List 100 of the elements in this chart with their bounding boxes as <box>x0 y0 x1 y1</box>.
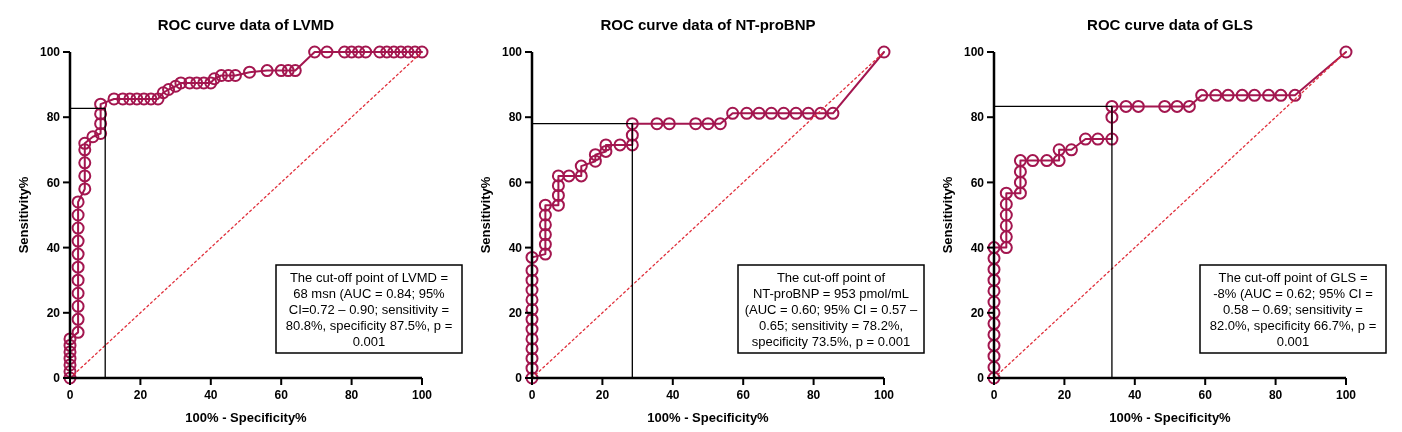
point <box>1013 175 1027 189</box>
point <box>525 361 539 375</box>
point <box>525 273 539 287</box>
point <box>525 283 539 297</box>
point <box>1339 45 1353 59</box>
point <box>1288 88 1302 102</box>
point <box>1079 132 1093 146</box>
point <box>1182 99 1196 113</box>
y-tick-label: 20 <box>508 306 523 320</box>
point <box>987 251 1001 265</box>
point <box>613 138 627 152</box>
point <box>525 351 539 365</box>
x-tick-label: 20 <box>133 388 148 402</box>
x-tick-label: 20 <box>595 388 610 402</box>
point <box>1131 99 1145 113</box>
point <box>999 219 1013 233</box>
y-axis-title: Sensitivity% <box>478 176 493 254</box>
y-tick-label: 0 <box>515 371 523 386</box>
point <box>1052 154 1066 168</box>
y-tick-label: 20 <box>46 306 61 320</box>
x-tick-label: 100 <box>1335 388 1357 402</box>
y-tick-label: 100 <box>963 45 985 60</box>
point <box>525 332 539 346</box>
point <box>987 295 1001 309</box>
y-axis-title: Sensitivity% <box>940 176 955 254</box>
point <box>801 106 815 120</box>
x-axis-title: 100% - Specificity% <box>647 410 770 425</box>
y-tick-label: 60 <box>46 175 61 190</box>
point <box>538 228 552 242</box>
point <box>987 360 1001 374</box>
point <box>999 208 1013 222</box>
annotation: The cut-off point of NT-proBNP = 953 pmol/mL (AUC = 0.60; 95% CI = 0.57 – 0.65; sensitivity = 78.2%, specificity 73.5%, p = 0.001 <box>744 270 919 349</box>
point <box>588 148 602 162</box>
point <box>551 198 565 212</box>
annotation: The cut-off point of LVMD = 68 msn (AUC = 0.84; 95% CI=0.72 – 0.90; sensitivity = 80.8%, specificity 87.5%, p = 0.001 <box>285 270 453 349</box>
x-tick-label: 80 <box>1268 388 1283 402</box>
point <box>877 45 891 59</box>
point <box>814 106 828 120</box>
point <box>1247 88 1261 102</box>
annotation: The cut-off point of GLS = -8% (AUC = 0.62; 95% CI = 0.58 – 0.69; sensitivity = 82.0%, specificity 66.7%, p = 0.001 <box>1209 270 1377 349</box>
point <box>1105 110 1119 124</box>
point <box>525 322 539 336</box>
point <box>987 317 1001 331</box>
y-axis-title: Sensitivity% <box>16 176 31 254</box>
point <box>987 306 1001 320</box>
point <box>987 241 1001 255</box>
x-tick-label: 40 <box>666 388 680 402</box>
point <box>1013 154 1027 168</box>
point <box>1274 88 1288 102</box>
point <box>551 179 565 193</box>
point <box>1209 88 1223 102</box>
x-axis-title: 100% - Specificity% <box>185 410 308 425</box>
point <box>574 159 588 173</box>
point <box>740 106 754 120</box>
point <box>987 328 1001 342</box>
y-tick-label: 20 <box>970 306 985 320</box>
y-tick-label: 80 <box>508 110 523 125</box>
point <box>562 169 576 183</box>
point <box>525 293 539 307</box>
point <box>599 144 613 158</box>
point <box>538 198 552 212</box>
point <box>987 273 1001 287</box>
point <box>599 138 613 152</box>
point <box>1013 186 1027 200</box>
point <box>1040 154 1054 168</box>
y-tick-label: 0 <box>977 371 985 386</box>
x-tick-label: 100 <box>873 388 895 402</box>
point <box>689 117 703 131</box>
point <box>625 117 639 131</box>
point <box>999 197 1013 211</box>
x-tick-label: 0 <box>66 388 74 402</box>
y-tick-label: 40 <box>46 240 61 255</box>
point <box>588 154 602 168</box>
y-tick-label: 100 <box>501 45 523 60</box>
x-tick-label: 40 <box>204 388 218 402</box>
y-tick-label: 0 <box>53 371 61 386</box>
x-tick-label: 80 <box>806 388 821 402</box>
x-tick-label: 0 <box>990 388 998 402</box>
point <box>1170 99 1184 113</box>
point <box>1013 165 1027 179</box>
point <box>538 247 552 261</box>
point <box>999 186 1013 200</box>
point <box>777 106 791 120</box>
point <box>525 312 539 326</box>
point <box>987 349 1001 363</box>
point <box>1026 154 1040 168</box>
point <box>625 128 639 142</box>
x-tick-label: 100 <box>411 388 433 402</box>
point <box>1221 88 1235 102</box>
x-tick-label: 60 <box>274 388 289 402</box>
point <box>1119 99 1133 113</box>
point <box>713 117 727 131</box>
x-tick-label: 0 <box>528 388 536 402</box>
y-tick-label: 80 <box>970 110 985 125</box>
chart-title: ROC curve data of GLS <box>1087 16 1253 33</box>
point <box>1158 99 1172 113</box>
point <box>574 169 588 183</box>
point <box>625 138 639 152</box>
point <box>987 262 1001 276</box>
x-tick-label: 60 <box>1198 388 1213 402</box>
